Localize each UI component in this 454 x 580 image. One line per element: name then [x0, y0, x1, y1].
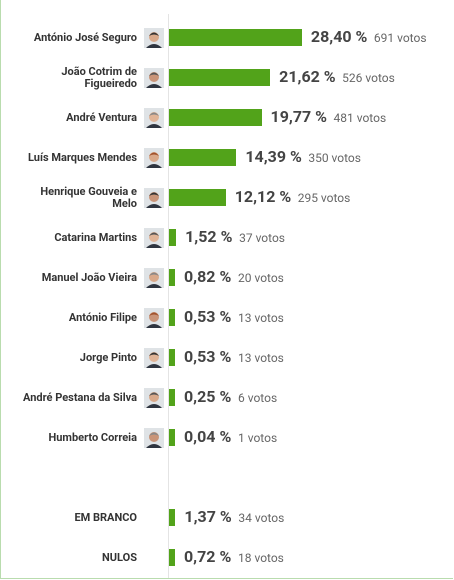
- bar: [169, 69, 271, 86]
- votes-label: 37 votos: [239, 231, 285, 245]
- bar: [169, 189, 226, 206]
- photo-icon: [144, 68, 164, 88]
- photo-icon: [144, 268, 164, 288]
- value-label: 0,82 %: [184, 267, 232, 286]
- bar: [169, 109, 262, 126]
- candidate-name: Manuel João Vieira: [41, 271, 137, 284]
- photo-icon: [144, 28, 164, 48]
- bar: [169, 389, 175, 406]
- photo-icon: [144, 188, 164, 208]
- photo-icon: [144, 148, 164, 168]
- candidate-photo: [144, 108, 164, 128]
- photo-icon: [144, 348, 164, 368]
- bar: [169, 429, 175, 446]
- candidate-photo: [144, 188, 164, 208]
- photo-icon: [144, 228, 164, 248]
- candidate-name: Henrique Gouveia e Melo: [40, 185, 137, 210]
- candidate-photo: [144, 348, 164, 368]
- value-label: 1,37 %: [184, 507, 232, 526]
- value-label: 0,72 %: [184, 547, 232, 566]
- candidate-name: Luís Marques Mendes: [27, 151, 137, 164]
- value-label: 0,53 %: [184, 347, 232, 366]
- candidate-photo: [144, 428, 164, 448]
- candidate-photo: [144, 508, 164, 528]
- candidate-photo: [144, 548, 164, 568]
- candidate-name: André Pestana da Silva: [23, 391, 137, 404]
- candidate-name: Catarina Martins: [54, 231, 137, 244]
- votes-label: 6 votos: [238, 391, 278, 405]
- candidate-name: António Filipe: [68, 311, 137, 324]
- candidate-photo: [144, 28, 164, 48]
- bar: [169, 29, 302, 46]
- photo-icon: [144, 308, 164, 328]
- value-label: 12,12 %: [234, 187, 292, 206]
- votes-label: 18 votos: [238, 551, 284, 565]
- candidate-name: Humberto Correia: [48, 431, 137, 444]
- photo-icon: [144, 108, 164, 128]
- votes-label: 13 votos: [238, 311, 284, 325]
- candidate-name: António José Seguro: [33, 31, 137, 44]
- photo-icon: [144, 388, 164, 408]
- votes-label: 526 votos: [342, 71, 395, 85]
- votes-label: 1 votos: [238, 431, 278, 445]
- candidate-photo: [144, 388, 164, 408]
- candidate-name: EM BRANCO: [74, 511, 137, 524]
- candidate-photo: [144, 228, 164, 248]
- bar: [169, 269, 175, 286]
- bar: [169, 229, 177, 246]
- value-label: 0,25 %: [184, 387, 232, 406]
- value-label: 1,52 %: [185, 227, 233, 246]
- photo-icon: [144, 428, 164, 448]
- votes-label: 20 votos: [238, 271, 284, 285]
- axis-line: [168, 14, 169, 578]
- bar: [169, 149, 237, 166]
- candidate-photo: [144, 148, 164, 168]
- votes-label: 34 votos: [238, 511, 285, 525]
- value-label: 28,40 %: [310, 27, 368, 46]
- candidate-name: Jorge Pinto: [79, 351, 137, 364]
- candidate-name: João Cotrim de Figueiredo: [61, 65, 137, 90]
- votes-label: 295 votos: [297, 191, 351, 205]
- candidate-photo: [144, 308, 164, 328]
- votes-label: 13 votos: [238, 351, 284, 365]
- votes-label: 350 votos: [308, 151, 361, 165]
- bar: [169, 509, 176, 526]
- value-label: 0,53 %: [184, 307, 232, 326]
- candidate-name: NULOS: [102, 551, 137, 564]
- votes-label: 691 votos: [373, 31, 427, 45]
- value-label: 19,77 %: [270, 107, 327, 126]
- value-label: 21,62 %: [279, 67, 336, 86]
- value-label: 0,04 %: [184, 427, 232, 446]
- value-label: 14,39 %: [245, 147, 302, 166]
- candidate-photo: [144, 268, 164, 288]
- votes-label: 481 votos: [333, 111, 387, 125]
- bar: [169, 309, 175, 326]
- candidate-name: André Ventura: [66, 111, 137, 124]
- bar: [169, 549, 175, 566]
- candidate-photo: [144, 68, 164, 88]
- bar: [169, 349, 175, 366]
